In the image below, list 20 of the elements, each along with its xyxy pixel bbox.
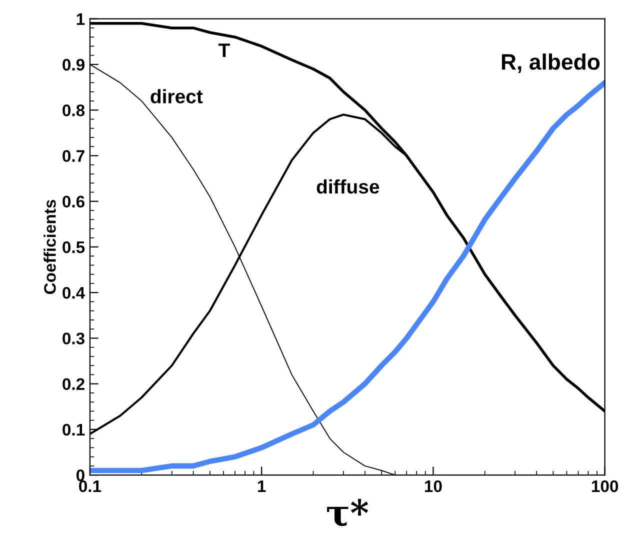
series-label: diffuse — [316, 179, 380, 194]
y-tick-label: 1 — [76, 13, 85, 25]
x-tick-label: 100 — [592, 480, 618, 492]
y-tick-label: 0.7 — [62, 150, 84, 162]
y-tick-label: 0.2 — [62, 378, 84, 390]
y-tick-label: 0.8 — [62, 104, 85, 116]
y-tick-label: 0.5 — [62, 241, 85, 254]
y-tick-label: 0.6 — [62, 196, 84, 208]
series-label: direct — [150, 89, 203, 104]
y-axis-title: Coefficients — [44, 200, 56, 294]
y-tick-label: 0.1 — [62, 424, 85, 436]
series-label: R, albedo — [502, 53, 600, 74]
x-tick-label: 10 — [424, 480, 442, 492]
y-tick-label: 0 — [76, 469, 84, 482]
y-tick-label: 0.9 — [62, 58, 84, 71]
series-label: T — [218, 44, 230, 57]
x-tick-label: 1 — [258, 480, 266, 492]
y-tick-label: 0.4 — [62, 286, 86, 299]
x-axis-title: τ* — [327, 498, 368, 526]
y-tick-label: 0.3 — [62, 332, 84, 344]
